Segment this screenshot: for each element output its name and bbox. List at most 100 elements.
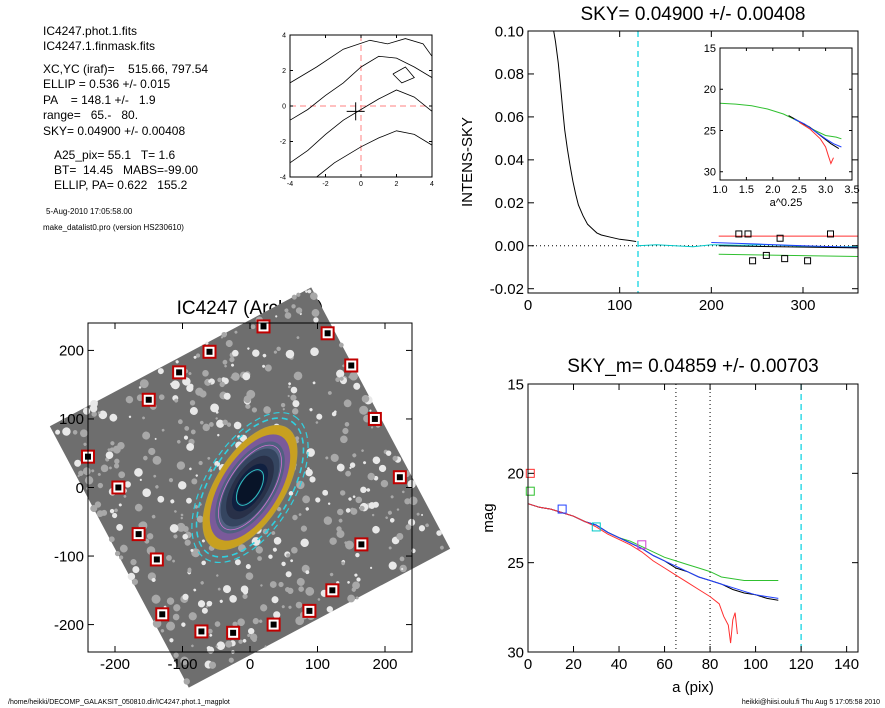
noise-speck: [182, 377, 191, 386]
masked-star: [115, 484, 122, 491]
noise-speck: [119, 555, 124, 560]
info-file-mask: IC4247.1.finmask.fits: [43, 39, 155, 53]
galaxy-body: [191, 411, 309, 564]
noise-speck: [284, 308, 289, 313]
y-tick-label: 0: [76, 480, 84, 497]
noise-speck: [401, 490, 405, 494]
y-tick-label: 30: [704, 167, 716, 179]
noise-speck: [271, 531, 276, 535]
noise-speck: [208, 422, 214, 427]
info-ellip-pa: ELLIP, PA= 0.622 155.2: [54, 178, 188, 192]
footer-path: /home/heikki/DECOMP_GALAKSIT_050810.dir/…: [8, 699, 230, 706]
noise-speck: [201, 560, 206, 566]
noise-speck: [284, 312, 292, 319]
noise-speck: [322, 489, 329, 496]
noise-speck: [207, 628, 213, 634]
noise-speck: [176, 522, 186, 532]
noise-speck: [208, 379, 212, 383]
sky-marker: [781, 255, 789, 263]
contour-line: [392, 66, 415, 84]
x-tick-label: 200: [372, 656, 397, 673]
noise-speck: [61, 418, 65, 422]
info-a25: A25_pix= 55.1 T= 1.6: [54, 148, 176, 162]
profile-marker: [525, 468, 535, 478]
x-tick-label: 3.5: [844, 184, 859, 196]
noise-speck: [280, 402, 286, 408]
noise-speck: [109, 413, 118, 422]
noise-speck: [269, 581, 277, 588]
noise-speck: [337, 508, 344, 516]
noise-speck: [356, 577, 361, 582]
noise-speck: [118, 471, 126, 479]
noise-speck: [388, 561, 397, 570]
noise-speck: [207, 456, 211, 460]
x-tick-label: 80: [702, 656, 719, 673]
x-tick-label: 120: [789, 656, 814, 673]
noise-speck: [100, 464, 109, 473]
inset-xlabel: a^0.25: [770, 197, 803, 209]
noise-speck: [276, 346, 281, 352]
noise-speck: [359, 505, 365, 511]
noise-speck: [363, 461, 367, 465]
noise-speck: [349, 466, 352, 469]
noise-speck: [219, 599, 223, 603]
noise-speck: [408, 496, 418, 506]
noise-speck: [361, 395, 370, 403]
noise-speck: [378, 464, 387, 473]
noise-speck: [130, 559, 137, 566]
noise-speck: [123, 494, 127, 498]
y-tick-label: 30: [507, 644, 524, 661]
noise-speck: [401, 567, 404, 571]
noise-speck: [250, 324, 256, 330]
noise-speck: [295, 601, 303, 609]
noise-speck: [286, 553, 291, 558]
noise-speck: [302, 495, 311, 504]
noise-speck: [366, 488, 371, 492]
noise-speck: [216, 419, 225, 428]
noise-speck: [272, 547, 277, 552]
noise-speck: [372, 525, 380, 534]
profile-marker: [591, 522, 601, 532]
y-tick-label: 2: [282, 68, 286, 75]
noise-speck: [146, 533, 154, 540]
x-tick-label: 2: [395, 181, 399, 188]
noise-speck: [205, 341, 209, 345]
noise-speck: [285, 571, 292, 578]
plot-frame: [527, 30, 859, 294]
noise-speck: [169, 638, 174, 643]
noise-speck: [349, 462, 356, 468]
noise-speck: [359, 405, 369, 415]
noise-speck: [152, 455, 162, 465]
noise-speck: [309, 408, 313, 412]
noise-speck: [178, 481, 187, 490]
profile-xlabel: a (pix): [672, 679, 714, 696]
noise-speck: [291, 546, 298, 554]
noise-speck: [222, 359, 228, 365]
noise-speck: [288, 605, 292, 609]
noise-speck: [161, 428, 165, 432]
noise-speck: [305, 570, 310, 575]
noise-speck: [290, 394, 297, 401]
noise-speck: [251, 407, 258, 413]
noise-speck: [329, 537, 337, 545]
sky-marker: [804, 257, 812, 265]
x-tick-label: 0: [524, 656, 532, 673]
noise-speck: [91, 469, 95, 473]
masked-star: [306, 607, 313, 614]
noise-speck: [89, 404, 98, 413]
profile-panel: SKY_m= 0.04859 +/- 0.00703 mag a (pix) 0 20 4…: [480, 356, 859, 696]
sky-series-0: [553, 30, 637, 242]
noise-speck: [369, 566, 373, 569]
noise-speck: [112, 445, 121, 454]
masked-star: [348, 362, 355, 369]
noise-speck: [225, 640, 233, 648]
noise-speck: [352, 581, 360, 590]
noise-speck: [325, 456, 329, 460]
noise-speck: [436, 530, 442, 536]
masked-star: [159, 611, 166, 618]
noise-speck: [114, 508, 118, 513]
noise-speck: [262, 353, 267, 358]
noise-speck: [264, 364, 272, 372]
noise-speck: [295, 307, 303, 314]
x-tick-label: 3.0: [818, 184, 833, 196]
